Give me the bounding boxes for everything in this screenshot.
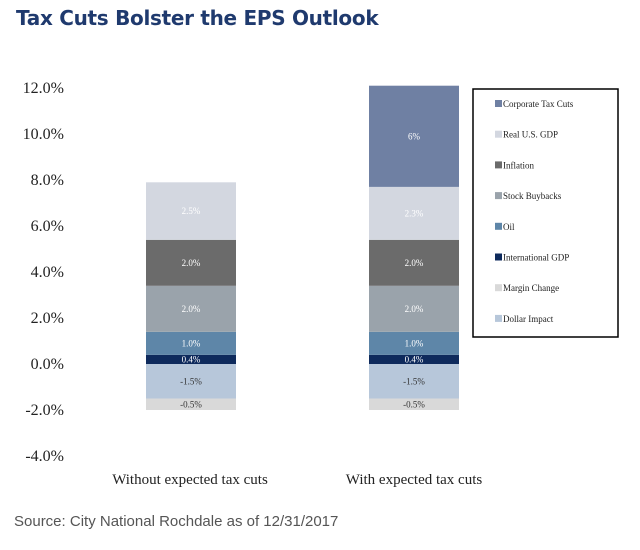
bar-segment: [369, 398, 459, 410]
y-axis: -4.0% -2.0% 0.0% 2.0% 4.0% 6.0% 8.0% 10.0% 12.0%: [23, 80, 64, 465]
source-note: Source: City National Rochdale as of 12/…: [14, 513, 339, 530]
bar-segment: [369, 186, 459, 240]
x-category-label: With expected tax cuts: [346, 472, 483, 488]
data-label: -1.5%: [180, 376, 202, 386]
y-tick-label: -4.0%: [25, 448, 64, 465]
bar-segment: [146, 398, 236, 410]
legend-swatch: [495, 100, 502, 107]
bar-stack: -1.5% -0.5% 0.4% 1.0% 2.0% 2.0% 2.5%: [146, 182, 236, 410]
data-label: 2.3%: [405, 208, 424, 218]
y-tick-label: 10.0%: [23, 126, 64, 143]
data-label: 2.0%: [182, 304, 201, 314]
bar-segment: [146, 182, 236, 240]
legend-label: Corporate Tax Cuts: [503, 99, 574, 109]
y-tick-label: 8.0%: [31, 172, 64, 189]
legend-item: International GDP: [495, 253, 569, 263]
data-label: 2.0%: [405, 258, 424, 268]
data-label: 1.0%: [182, 338, 201, 348]
data-label: 0.4%: [405, 354, 424, 364]
legend-label: Real U.S. GDP: [503, 130, 558, 140]
data-label: -1.5%: [403, 376, 425, 386]
legend-frame: [472, 88, 619, 338]
bar-segment: [369, 331, 459, 355]
data-label: 6%: [408, 131, 421, 141]
bar-segment: [369, 364, 459, 399]
legend-swatch: [495, 284, 502, 292]
y-tick-label: 2.0%: [31, 310, 64, 327]
data-label: 2.0%: [182, 258, 201, 268]
bar-segment: [369, 85, 459, 187]
data-label: 0.4%: [182, 354, 201, 364]
legend-item: Oil: [495, 222, 515, 232]
legend-item: Stock Buybacks: [495, 191, 562, 201]
bar-stacks: -1.5% -0.5% 0.4% 1.0% 2.0% 2.0% 2.5% -1.5% -0.5%…: [146, 85, 459, 410]
y-tick-label: 6.0%: [31, 218, 64, 235]
bar-segment: [146, 239, 236, 286]
legend: Corporate Tax Cuts Real U.S. GDP Inflation…: [472, 88, 619, 338]
legend-swatch: [495, 253, 502, 261]
x-axis: Without expected tax cuts With expected t…: [112, 472, 482, 488]
data-label: 2.0%: [405, 304, 424, 314]
legend-swatch: [495, 161, 502, 169]
data-label: -0.5%: [180, 399, 202, 409]
data-label: 2.5%: [182, 206, 201, 216]
bar-segment: [369, 354, 459, 364]
legend-item: Inflation: [495, 160, 534, 170]
bar-segment: [146, 354, 236, 364]
legend-item: Margin Change: [495, 283, 559, 293]
bar-segment: [369, 239, 459, 286]
y-tick-label: -2.0%: [25, 402, 64, 419]
legend-swatch: [495, 314, 502, 322]
bar-segment: [146, 331, 236, 355]
legend-label: International GDP: [503, 253, 569, 263]
legend-label: Dollar Impact: [503, 314, 554, 324]
legend-swatch: [495, 222, 502, 230]
legend-item: Dollar Impact: [495, 314, 554, 324]
y-tick-label: 0.0%: [31, 356, 64, 373]
legend-item: Real U.S. GDP: [495, 130, 558, 140]
legend-swatch: [495, 130, 502, 138]
data-label: -0.5%: [403, 399, 425, 409]
legend-label: Oil: [503, 222, 515, 232]
legend-item: Corporate Tax Cuts: [495, 99, 574, 109]
legend-label: Inflation: [503, 160, 534, 170]
bar-segment: [146, 364, 236, 399]
y-tick-label: 12.0%: [23, 80, 64, 97]
bar-stack: -1.5% -0.5% 0.4% 1.0% 2.0% 2.0% 2.3% 6%: [369, 85, 459, 410]
chart-title: Tax Cuts Bolster the EPS Outlook: [16, 6, 379, 30]
bar-segment: [146, 285, 236, 332]
legend-swatch: [495, 192, 502, 200]
data-label: 1.0%: [405, 338, 424, 348]
x-category-label: Without expected tax cuts: [112, 472, 268, 488]
bar-segment: [369, 285, 459, 332]
y-tick-label: 4.0%: [31, 264, 64, 281]
legend-label: Stock Buybacks: [503, 191, 562, 201]
legend-label: Margin Change: [503, 283, 559, 293]
